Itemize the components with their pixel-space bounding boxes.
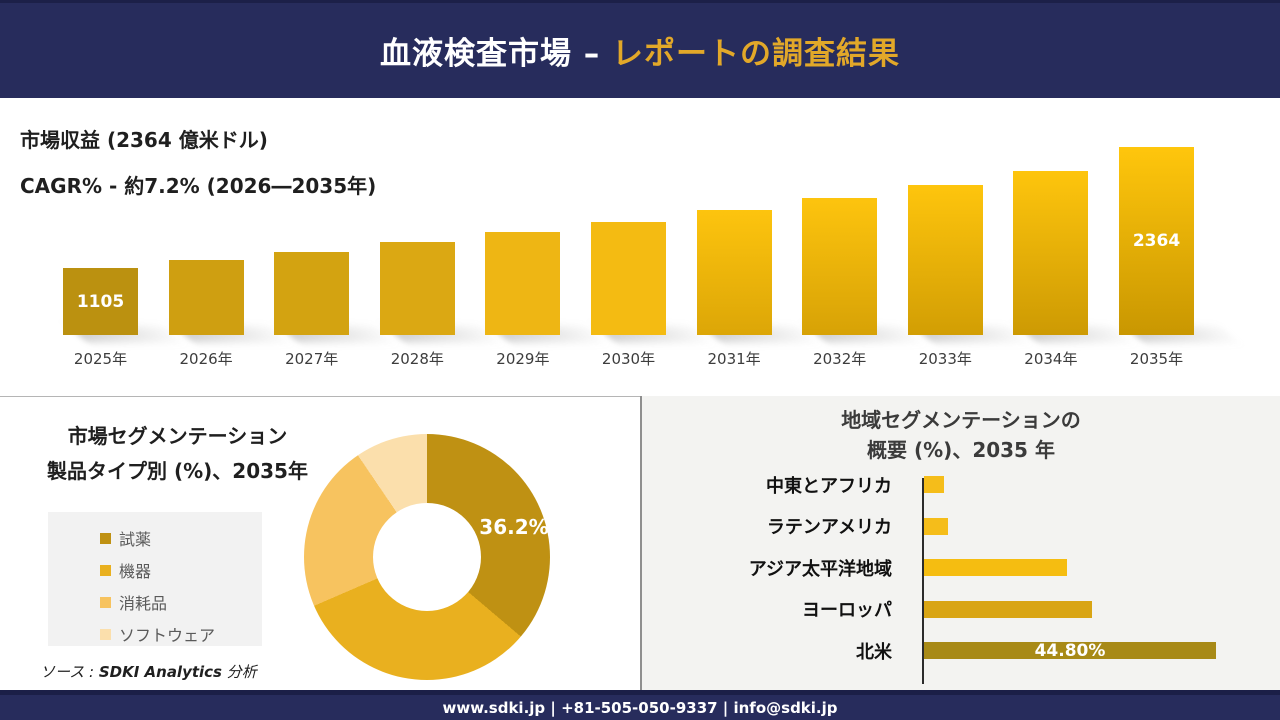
page-title-white: 血液検査市場 –	[379, 36, 601, 72]
donut-hole	[373, 503, 481, 611]
legend-swatch	[100, 596, 111, 608]
revenue-bar-2029年	[485, 232, 561, 335]
footer: www.sdki.jp | +81-505-050-9337 | info@sd…	[0, 690, 1280, 720]
legend-label: 試薬	[119, 530, 152, 549]
donut-legend: 試薬機器消耗品ソフトウェア	[48, 512, 262, 646]
revenue-bar-chart: 1105 2025年 2026年 2027年 2028年 2029年 2030年 2031年 2…	[0, 135, 1280, 368]
region-label: ラテンアメリカ	[766, 517, 892, 539]
year-axis-label: 2026年	[179, 350, 233, 368]
donut-title-line1: 市場セグメンテーション	[67, 424, 288, 448]
region-bar-area	[908, 600, 1280, 618]
source-note: ソース : SDKI Analytics 分析	[40, 661, 257, 682]
revenue-title: 市場収益 (2364 億米ドル)	[20, 128, 268, 152]
region-label: 北米	[856, 641, 892, 663]
region-label: ヨーロッパ	[802, 600, 892, 622]
year-axis-label: 2033年	[918, 350, 972, 368]
region-panel: 地域セグメンテーションの 概要 (%)、2035 年 中東とアフリカ ラテンアメリ…	[642, 396, 1280, 690]
revenue-bar-2034年	[1013, 170, 1089, 335]
legend-item-消耗品: 消耗品	[100, 586, 262, 618]
vertical-divider	[640, 396, 642, 690]
year-axis-label: 2030年	[601, 350, 656, 368]
legend-label: 消耗品	[119, 594, 168, 613]
revenue-bar-2030年	[591, 221, 666, 335]
legend-item-ソフトウェア: ソフトウェア	[100, 618, 262, 650]
source-name: SDKI Analytics	[98, 663, 222, 681]
region-label: アジア太平洋地域	[748, 558, 892, 580]
region-bar-area	[908, 476, 1280, 494]
region-value-label: 44.80%	[1034, 640, 1106, 661]
year-axis-label: 2031年	[707, 350, 761, 368]
page-title: 血液検査市場 – レポートの調査結果	[380, 28, 900, 73]
bar-value-label: 1105	[76, 291, 125, 312]
year-axis-label: 2027年	[285, 350, 339, 368]
legend-item-試薬: 試薬	[100, 522, 262, 554]
region-bar-area	[908, 517, 1280, 535]
region-bar-ヨーロッパ	[924, 600, 1093, 618]
legend-swatch	[100, 564, 111, 576]
year-axis-label: 2029年	[496, 350, 550, 368]
product-donut-chart: 36.2%	[304, 434, 550, 680]
region-title-line1: 地域セグメンテーションの	[841, 408, 1081, 432]
year-axis-label: 2025年	[73, 350, 128, 368]
horizontal-divider	[0, 396, 641, 397]
year-axis-label: 2035年	[1129, 350, 1184, 368]
page-title-gold: レポートの調査結果	[612, 36, 901, 72]
revenue-bar-2031年	[696, 210, 772, 335]
region-title-line2: 概要 (%)、2035 年	[867, 438, 1055, 462]
donut-title-line2: 製品タイプ別 (%)、2035年	[47, 459, 308, 483]
legend-label: ソフトウェア	[119, 626, 216, 645]
infographic-header: 血液検査市場 – レポートの調査結果	[0, 0, 1280, 98]
region-bar-中東とアフリカ	[924, 476, 944, 494]
region-bar-area: 44.80%	[908, 640, 1280, 661]
year-axis-label: 2034年	[1024, 350, 1078, 368]
legend-swatch	[100, 628, 111, 640]
region-bar-ラテンアメリカ	[924, 517, 949, 535]
region-row-ヨーロッパ: ヨーロッパ	[642, 589, 1280, 631]
region-axis-line	[922, 478, 924, 684]
year-axis-label: 2032年	[813, 350, 867, 368]
source-prefix: ソース :	[40, 663, 99, 681]
revenue-bar-2028年	[379, 242, 455, 335]
donut-value-label: 36.2%	[479, 515, 549, 539]
year-axis-label: 2028年	[390, 350, 444, 368]
region-bar-アジア太平洋地域	[924, 559, 1068, 577]
region-label: 中東とアフリカ	[766, 475, 892, 497]
cagr-subtitle: CAGR% - 約7.2% (2026―2035年)	[20, 174, 377, 198]
revenue-bar-2032年	[802, 197, 878, 335]
region-bar-area	[908, 559, 1280, 577]
legend-item-機器: 機器	[100, 554, 262, 586]
revenue-bar-2025年: 1105	[63, 268, 138, 335]
legend-swatch	[100, 532, 111, 544]
region-row-アジア太平洋地域: アジア太平洋地域	[642, 547, 1280, 589]
region-bar-北米: 44.80%	[924, 640, 1216, 661]
region-row-北米: 北米 44.80%	[642, 630, 1280, 672]
source-suffix: 分析	[222, 663, 257, 681]
region-row-中東とアフリカ: 中東とアフリカ	[642, 464, 1280, 506]
legend-label: 機器	[119, 562, 152, 581]
revenue-bar-2026年	[168, 260, 244, 335]
footer-contact: www.sdki.jp | +81-505-050-9337 | info@sd…	[442, 698, 838, 717]
revenue-bar-2027年	[274, 251, 350, 335]
revenue-bar-2033年	[907, 184, 983, 335]
region-bar-chart: 中東とアフリカ ラテンアメリカアジア太平洋地域ヨーロッパ北米 44.80%	[642, 464, 1280, 672]
region-row-ラテンアメリカ: ラテンアメリカ	[642, 506, 1280, 548]
revenue-bar-2035年: 2364	[1119, 147, 1194, 335]
bar-value-label: 2364	[1132, 231, 1181, 251]
